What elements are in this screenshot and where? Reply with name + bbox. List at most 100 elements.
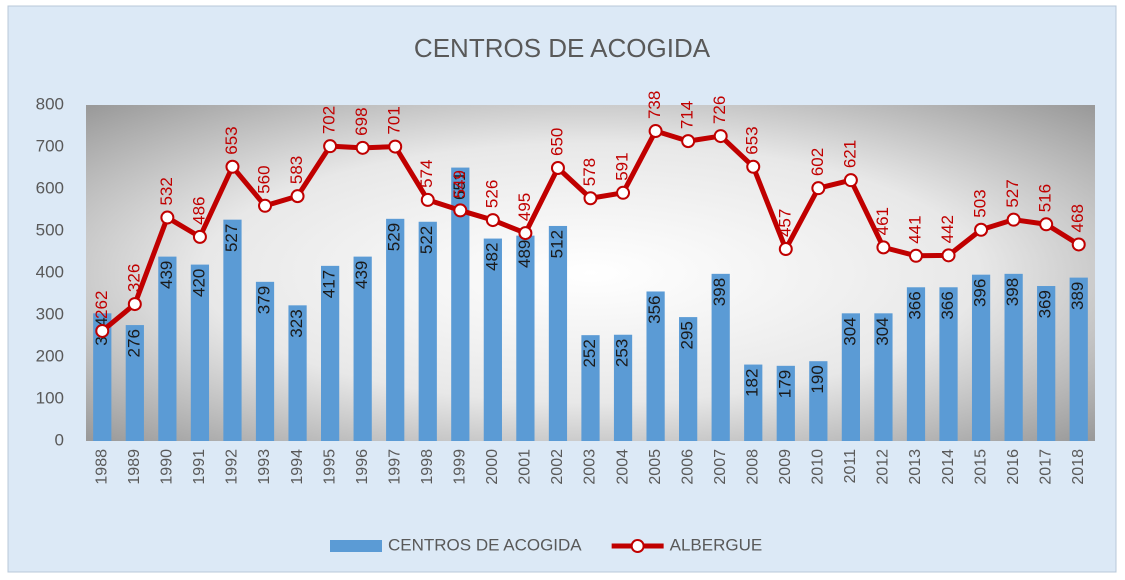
- y-tick-label: 700: [36, 136, 64, 155]
- bar-value-label: 366: [905, 291, 924, 319]
- bar: [125, 325, 144, 441]
- line-marker: [713, 129, 728, 144]
- line-value-label: 574: [417, 160, 436, 188]
- bar-value-label: 304: [840, 317, 859, 345]
- line-marker: [550, 161, 565, 175]
- bar: [809, 361, 828, 441]
- line-value-label: 441: [905, 215, 924, 243]
- y-tick-label: 100: [36, 388, 64, 407]
- line-value-label: 578: [580, 158, 599, 186]
- x-tick-label: 1991: [191, 449, 208, 485]
- bar: [581, 335, 600, 441]
- line-value-label: 653: [222, 126, 241, 154]
- x-tick-label: 2008: [744, 449, 761, 485]
- bar-value-label: 398: [710, 278, 729, 306]
- line-value-label: 653: [743, 126, 762, 154]
- x-tick-label: 2014: [940, 449, 957, 485]
- line-value-label: 602: [808, 148, 827, 176]
- line-marker: [974, 222, 989, 237]
- bar-value-label: 389: [1068, 282, 1087, 310]
- line-marker: [941, 248, 956, 263]
- x-tick-label: 1999: [452, 449, 469, 485]
- bar: [971, 274, 991, 441]
- line-marker: [908, 248, 923, 263]
- bar: [776, 365, 795, 441]
- line-marker: [1006, 212, 1021, 227]
- bar-value-label: 252: [580, 339, 599, 367]
- x-tick-label: 2006: [679, 449, 696, 485]
- x-tick-label: 2018: [1070, 449, 1087, 485]
- line-marker: [746, 159, 761, 174]
- line-value-label: 326: [124, 264, 143, 292]
- x-tick-label: 2016: [1005, 449, 1022, 485]
- line-value-label: 461: [873, 207, 892, 235]
- line-value-label: 442: [938, 215, 957, 243]
- bar-value-label: 651: [450, 172, 469, 200]
- bar-value-label: 356: [645, 295, 664, 323]
- bar: [418, 221, 437, 441]
- bar-value-label: 398: [1003, 278, 1022, 306]
- line-marker: [290, 189, 305, 204]
- bar-value-label: 369: [1036, 290, 1055, 318]
- line-value-label: 527: [1003, 179, 1022, 207]
- bar: [190, 264, 210, 441]
- line-marker: [192, 229, 207, 244]
- bar-value-label: 304: [873, 317, 892, 345]
- x-tick-label: 2012: [875, 449, 892, 485]
- bar: [1069, 277, 1088, 441]
- x-tick-label: 2004: [614, 449, 631, 485]
- line-marker: [225, 159, 240, 174]
- line-value-label: 650: [547, 128, 566, 156]
- bar-value-label: 396: [971, 279, 990, 307]
- line-marker: [648, 124, 663, 139]
- bar: [223, 219, 242, 441]
- bar: [646, 291, 665, 441]
- bar: [353, 256, 372, 441]
- bar: [744, 364, 763, 441]
- line-value-label: 726: [710, 96, 729, 124]
- line-value-label: 621: [840, 140, 859, 168]
- bar-value-label: 182: [743, 369, 762, 397]
- line-marker: [95, 323, 110, 338]
- bar-value-label: 420: [189, 269, 208, 297]
- line-marker: [811, 181, 826, 196]
- bar: [255, 281, 275, 441]
- x-tick-label: 1992: [224, 449, 241, 485]
- line-value-label: 738: [645, 91, 664, 119]
- bar-value-label: 529: [385, 223, 404, 251]
- bar: [906, 287, 926, 441]
- x-tick-label: 1989: [126, 449, 143, 485]
- bar-value-label: 512: [547, 230, 566, 258]
- bar: [679, 317, 698, 441]
- line-value-label: 532: [157, 177, 176, 205]
- line-marker: [420, 192, 435, 207]
- x-tick-label: 2003: [582, 449, 599, 485]
- line-marker: [258, 198, 273, 213]
- x-tick-label: 2001: [517, 449, 534, 485]
- line-value-label: 701: [385, 106, 404, 134]
- line-marker: [778, 242, 793, 257]
- bar: [841, 313, 861, 441]
- bar: [93, 313, 112, 441]
- bar: [288, 305, 307, 441]
- bar: [613, 334, 633, 441]
- line-marker: [518, 226, 533, 241]
- line-marker: [583, 191, 598, 206]
- line-marker: [355, 140, 370, 155]
- line-value-label: 468: [1068, 204, 1087, 232]
- line-marker: [388, 139, 403, 154]
- y-tick-label: 300: [36, 304, 64, 323]
- bar-value-label: 439: [157, 261, 176, 289]
- line-marker: [127, 297, 142, 312]
- y-tick-label: 500: [36, 220, 64, 239]
- bar: [711, 273, 730, 441]
- line-marker: [1039, 217, 1054, 232]
- line-value-label: 495: [515, 193, 534, 221]
- bar-value-label: 522: [417, 226, 436, 254]
- x-tick-label: 1996: [354, 449, 371, 485]
- bar: [874, 313, 893, 441]
- line-value-label: 549: [450, 170, 469, 198]
- x-tick-label: 2015: [972, 449, 989, 485]
- line-value-label: 516: [1036, 184, 1055, 212]
